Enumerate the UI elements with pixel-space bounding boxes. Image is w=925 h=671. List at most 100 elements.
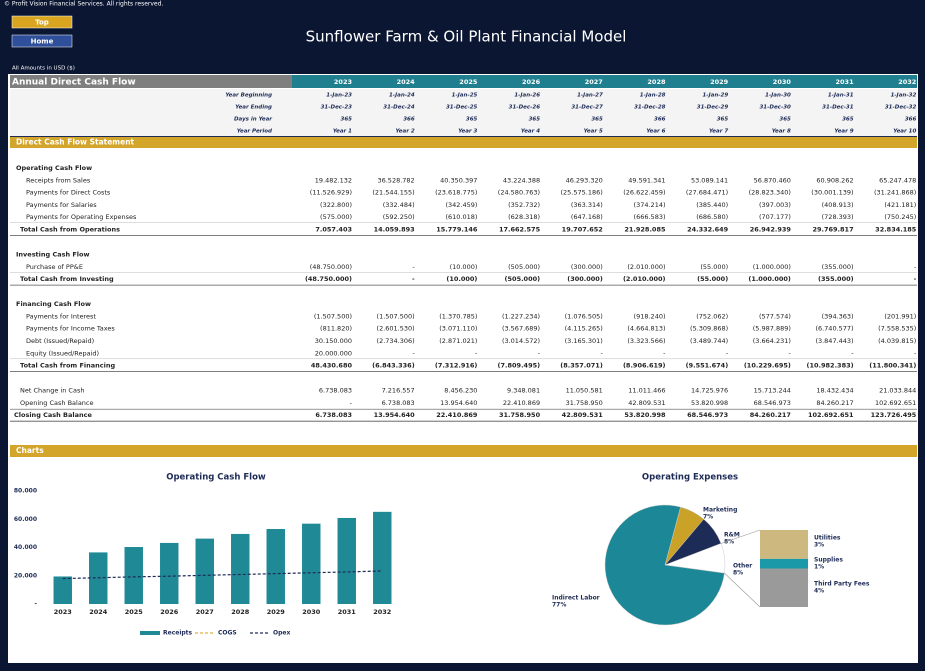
timeline-label: Days in Year [234, 117, 272, 123]
line-series [62, 570, 383, 580]
timeline-value: Year 10 [893, 129, 916, 135]
cell-value: (2.734.306) [377, 337, 415, 345]
nav-button[interactable] [11, 15, 73, 29]
cell-value: (3.165.301) [565, 337, 603, 345]
cell-value: (2.601.530) [377, 325, 415, 333]
pie-slice [604, 504, 725, 626]
breakdown-segment [760, 558, 808, 569]
x-tick-label: 2027 [196, 608, 214, 616]
row-label: Payments for Salaries [26, 201, 97, 209]
nav-button-label[interactable]: Home [31, 38, 54, 46]
bar [231, 533, 250, 604]
x-tick-label: 2025 [125, 608, 144, 616]
timeline-label: Year Period [237, 129, 272, 135]
cell-value: (374.214) [634, 201, 666, 209]
cell-value: (3.567.689) [502, 325, 540, 333]
cell-value: 36.528.782 [377, 176, 414, 184]
cell-value: 42.809.531 [562, 411, 604, 419]
cell-value: (1.507.500) [314, 312, 352, 320]
cell-value: 49.591.341 [628, 176, 665, 184]
group-title: Operating Cash Flow [16, 164, 92, 172]
legend-label: Opex [273, 630, 290, 637]
cell-value: (300.000) [571, 263, 603, 271]
cell-value: 84.260.217 [750, 411, 791, 419]
cell-value: (4.039.815) [878, 337, 916, 345]
breakdown-label: Third Party Fees [814, 581, 870, 588]
y-tick-label: 40.000 [14, 544, 37, 551]
timeline-value: 1-Jan-27 [577, 93, 603, 99]
cell-value: 48.430.680 [311, 362, 353, 370]
chart-title: Operating Expenses [642, 473, 738, 483]
cell-value: 65.247.478 [879, 176, 916, 184]
timeline-value: Year 5 [584, 129, 603, 135]
slice-value: 77% [552, 602, 566, 609]
cell-value: 13.954.640 [440, 399, 477, 407]
cell-value: 68.546.973 [687, 411, 728, 419]
cell-value: (1.076.505) [565, 312, 603, 320]
cell-value: (6.843.336) [372, 362, 415, 370]
year-header: 2029 [710, 78, 729, 86]
cell-value: - [789, 349, 792, 357]
cell-value: - [412, 275, 415, 283]
timeline-value: 365 [466, 117, 478, 123]
cell-value: (342.459) [445, 201, 477, 209]
cell-value: (610.018) [445, 213, 477, 221]
slice-value: 7% [703, 514, 713, 521]
legend-swatch [140, 631, 160, 635]
cell-value: 53.820.998 [691, 399, 728, 407]
slice-label: Other [733, 563, 752, 570]
timeline-value: 365 [529, 117, 541, 123]
breakdown-segment [760, 530, 808, 559]
cell-value: 102.692.651 [875, 399, 916, 407]
chart-title: Operating Cash Flow [166, 473, 266, 483]
cell-value: - [914, 349, 917, 357]
cell-value: (355.000) [822, 263, 854, 271]
x-tick-label: 2023 [54, 608, 72, 616]
cell-value: (707.177) [759, 213, 791, 221]
timeline-value: Year 2 [396, 129, 415, 135]
timeline-value: 1-Jan-31 [828, 93, 854, 99]
y-tick-label: 80.000 [14, 488, 37, 495]
cell-value: (31.241.868) [874, 189, 916, 197]
row-label: Payments for Direct Costs [26, 189, 111, 197]
cell-value: (686.580) [696, 213, 728, 221]
breakdown-value: 4% [814, 588, 824, 595]
timeline-value: 1-Jan-23 [326, 93, 352, 99]
cell-value: 13.954.640 [374, 411, 416, 419]
cell-value: (27.684.471) [686, 189, 728, 197]
cell-value: (352.732) [508, 201, 540, 209]
year-header: 2027 [585, 78, 603, 86]
copyright: © Profit Vision Financial Services. All … [4, 1, 163, 8]
cell-value: (408.913) [822, 201, 854, 209]
cell-value: (3.664.231) [753, 337, 791, 345]
cell-value: 123.726.495 [871, 411, 917, 419]
cell-value: (23.618.775) [435, 189, 477, 197]
cell-value: 6.738.083 [382, 399, 415, 407]
bar [124, 547, 143, 604]
timeline-label: Year Ending [235, 105, 272, 111]
row-label: Debt (Issued/Repaid) [26, 337, 94, 345]
cell-value: 31.758.950 [499, 411, 541, 419]
bar [195, 538, 214, 604]
cell-value: (918.240) [634, 312, 666, 320]
cell-value: 22.410.869 [436, 411, 478, 419]
cell-value: 24.332.649 [687, 226, 729, 234]
cell-value: 21.928.085 [624, 226, 666, 234]
timeline-value: 31-Dec-31 [822, 105, 854, 111]
cell-value: (752.062) [696, 312, 728, 320]
slice-value: 8% [724, 539, 734, 546]
nav-button[interactable] [11, 34, 73, 48]
cell-value: 7.216.557 [382, 387, 415, 395]
x-tick-label: 2030 [302, 608, 321, 616]
cell-value: 6.738.083 [319, 387, 352, 395]
cell-value: 7.057.403 [315, 226, 352, 234]
cell-value: 42.809.531 [628, 399, 665, 407]
cell-value: 29.769.817 [812, 226, 853, 234]
timeline-label: Year Beginning [225, 93, 272, 99]
nav-button-label[interactable]: Top [35, 19, 49, 27]
cell-value: 46.293.320 [566, 176, 603, 184]
cell-value: 14.725.976 [691, 387, 728, 395]
cell-value: 84.260.217 [816, 399, 853, 407]
timeline-value: 1-Jan-26 [514, 93, 540, 99]
